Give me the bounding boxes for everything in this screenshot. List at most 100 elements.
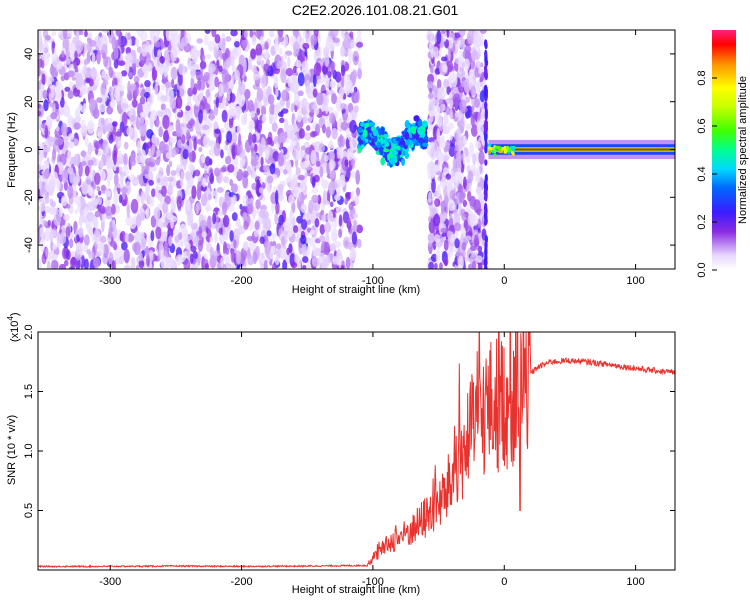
heatmap-cell: [67, 149, 72, 163]
heatmap-cell: [269, 163, 276, 175]
heatmap-cell: [94, 210, 101, 218]
heatmap-cell: [342, 112, 348, 123]
heatmap-cell: [321, 65, 329, 75]
heatmap-cell: [108, 134, 114, 144]
heatmap-cell: [149, 194, 155, 208]
heatmap-cell: [327, 71, 332, 79]
heatmap-cell: [459, 99, 467, 113]
heatmap-cell: [229, 92, 236, 103]
x-tick-label: 0: [501, 576, 507, 588]
heatmap-cell: [139, 96, 146, 105]
heatmap-cell: [169, 136, 177, 144]
heatmap-cell: [73, 177, 80, 186]
heatmap-cell: [302, 42, 310, 50]
heatmap-cell: [300, 145, 306, 151]
heatmap-cell: [269, 245, 276, 254]
heatmap-cell: [283, 34, 289, 49]
heatmap-cell: [264, 148, 270, 160]
heatmap-cell: [328, 180, 336, 196]
heatmap-cell: [255, 30, 263, 39]
heatmap-cell: [51, 30, 57, 37]
x-tick-label: -100: [362, 576, 384, 588]
heatmap-cell: [226, 130, 233, 144]
heatmap-cell: [442, 123, 447, 135]
heatmap-cell: [331, 93, 338, 105]
heatmap-cell: [459, 50, 463, 56]
heatmap-cell: [60, 195, 68, 207]
heatmap-cell: [264, 49, 270, 59]
heatmap-cell: [396, 145, 401, 151]
heatmap-cell: [185, 105, 191, 111]
heatmap-cell: [113, 150, 117, 165]
heatmap-cell: [276, 194, 284, 202]
heatmap-cell: [80, 160, 87, 167]
heatmap-cell: [217, 210, 223, 216]
heatmap-cell: [38, 258, 42, 269]
heatmap-cell: [141, 65, 147, 73]
y-tick-label: 40: [23, 48, 35, 60]
heatmap-cell: [59, 108, 65, 116]
heatmap-cell: [59, 233, 67, 245]
heatmap-cell: [274, 41, 280, 53]
heatmap-cell: [51, 148, 57, 161]
heatmap-cell: [270, 200, 275, 214]
heatmap-cell: [150, 230, 155, 242]
bottom-x-axis-label: Height of straight line (km): [292, 584, 420, 596]
heatmap-cell: [254, 97, 259, 110]
heatmap-cell: [189, 164, 195, 172]
heatmap-cell: [344, 80, 351, 96]
heatmap-cell: [209, 254, 217, 268]
heatmap-cell: [216, 187, 224, 193]
heatmap-cell: [310, 34, 318, 46]
heatmap-cell: [100, 184, 106, 192]
heatmap-cell: [112, 121, 118, 127]
heatmap-cell: [121, 241, 128, 251]
heatmap-cell: [335, 206, 343, 214]
heatmap-cell: [117, 140, 122, 147]
heatmap-cell: [193, 137, 197, 151]
heatmap-cell: [86, 249, 91, 255]
heatmap-cell: [264, 217, 272, 232]
heatmap-cell: [222, 95, 227, 107]
heatmap-cell: [354, 55, 358, 62]
heatmap-cell: [304, 147, 312, 155]
heatmap-cell: [256, 55, 263, 62]
heatmap-cell: [352, 69, 358, 81]
heatmap-cell: [221, 68, 230, 84]
heatmap-cell: [155, 117, 160, 128]
heatmap-cell: [214, 232, 218, 244]
heatmap-cell: [90, 180, 95, 187]
heatmap-cell: [440, 103, 445, 113]
heatmap-cell: [280, 252, 287, 259]
heatmap-cell: [322, 255, 331, 267]
heatmap-cell: [461, 241, 467, 252]
heatmap-cell: [401, 158, 406, 166]
heatmap-cell: [45, 247, 49, 258]
heatmap-cell: [465, 235, 472, 241]
snr-panel: -300 -200 -100 0 100 0.5 1.0 1.5 2.0 Height of …: [6, 312, 676, 596]
heatmap-cell: [200, 155, 206, 164]
heatmap-cell: [61, 122, 68, 137]
heatmap-cell: [98, 205, 106, 214]
heatmap-cell: [246, 249, 251, 257]
heatmap-cell: [225, 247, 230, 256]
heatmap-cell: [198, 146, 203, 153]
heatmap-cell: [330, 228, 338, 243]
heatmap-cell: [105, 206, 113, 217]
heatmap-cell: [466, 191, 472, 202]
heatmap-cell: [118, 194, 123, 204]
heatmap-cell: [47, 219, 51, 227]
heatmap-cell: [160, 216, 165, 225]
heatmap-cell: [320, 77, 326, 84]
heatmap-cell: [294, 253, 299, 264]
heatmap-cell: [444, 195, 449, 206]
heatmap-cell: [438, 152, 444, 160]
heatmap-cell: [121, 102, 129, 110]
heatmap-cell: [222, 214, 230, 228]
heatmap-cell: [136, 46, 142, 54]
heatmap-cell: [66, 203, 71, 209]
heatmap-cell: [446, 230, 452, 239]
heatmap-cell: [302, 264, 307, 269]
heatmap-cell: [427, 80, 434, 92]
heatmap-cell: [216, 59, 220, 69]
